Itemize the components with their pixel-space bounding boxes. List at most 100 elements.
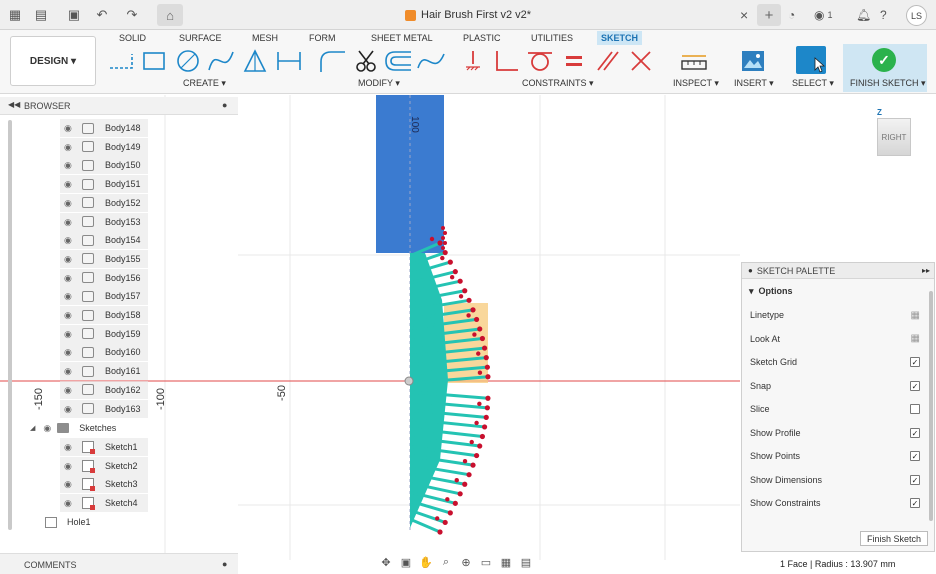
sketch-canvas[interactable] [0, 95, 936, 574]
tab-surface[interactable]: SURFACE [179, 33, 222, 43]
visibility-eye-icon[interactable]: ◉ [64, 253, 72, 264]
new-tab-button[interactable]: + [757, 4, 781, 26]
circle-tool-icon[interactable] [174, 48, 202, 74]
dimension-label[interactable]: 100 [408, 116, 420, 133]
tangent-constraint-icon[interactable] [526, 48, 554, 74]
browser-body-row[interactable]: ◉ Body158 [60, 306, 148, 324]
visibility-eye-icon[interactable]: ◉ [64, 123, 72, 133]
tab-plastic[interactable]: PLASTIC [463, 33, 501, 43]
browser-body-row[interactable]: ◉ Body150 [60, 156, 148, 175]
visibility-eye-icon[interactable]: ◉ [64, 384, 72, 395]
app-grid-icon[interactable]: ▦ [8, 7, 22, 22]
select-group-label[interactable]: SELECT ▾ [792, 78, 834, 88]
tab-solid[interactable]: SOLID [119, 33, 147, 43]
visibility-eye-icon[interactable]: ◉ [64, 442, 72, 452]
browser-sketch-row[interactable]: ◉ Sketch1 [60, 438, 148, 456]
browser-panel-header[interactable]: ◀◀ BROWSER ● [0, 97, 238, 115]
look-at-icon[interactable]: ▣ [400, 556, 412, 569]
tab-sketch[interactable]: SKETCH [597, 31, 643, 45]
undo-icon[interactable]: ↶ [96, 7, 108, 22]
tab-mesh[interactable]: MESH [252, 33, 279, 43]
visibility-eye-icon[interactable]: ◉ [64, 216, 72, 227]
user-avatar[interactable]: LS [906, 5, 927, 26]
option-checkbox[interactable]: ✓ [910, 357, 920, 367]
measure-tool-icon[interactable] [679, 48, 709, 74]
visibility-eye-icon[interactable]: ◉ [64, 291, 72, 302]
browser-scrollbar[interactable] [8, 120, 12, 530]
visibility-eye-icon[interactable]: ◉ [64, 160, 72, 171]
extension-icon[interactable]: ◔ [788, 8, 796, 22]
browser-body-row[interactable]: ◉ Body155 [60, 249, 148, 268]
palette-option-row[interactable]: Snap ✓ [750, 378, 920, 394]
finish-sketch-label[interactable]: FINISH SKETCH ▾ [850, 78, 926, 88]
visibility-eye-icon[interactable]: ◉ [64, 310, 72, 320]
canvas-viewport[interactable]: -150 -100 -50 100 Z RIGHT [0, 95, 936, 574]
palette-finish-sketch-button[interactable]: Finish Sketch [860, 531, 928, 546]
palette-option-row[interactable]: Show Points ✓ [750, 448, 920, 464]
browser-body-row[interactable]: ◉ Body154 [60, 231, 148, 250]
visibility-eye-icon[interactable]: ◉ [64, 141, 72, 152]
insert-group-label[interactable]: INSERT ▾ [734, 78, 774, 88]
option-checkbox[interactable]: ✓ [910, 451, 920, 461]
browser-body-row[interactable]: ◉ Body156 [60, 268, 148, 287]
viewports-icon[interactable]: ▤ [520, 556, 532, 569]
close-tab-icon[interactable]: × [740, 7, 749, 23]
browser-body-row[interactable]: ◉ Body159 [60, 324, 148, 343]
browser-body-row[interactable]: ◉ Body160 [60, 343, 148, 362]
fix-constraint-icon[interactable] [462, 48, 484, 74]
visibility-eye-icon[interactable]: ◉ [64, 347, 72, 358]
display-settings-icon[interactable]: ▭ [480, 556, 492, 569]
offset-tool-icon[interactable] [383, 48, 413, 74]
polygon-tool-icon[interactable] [242, 48, 268, 74]
option-control-icon[interactable]: ▦ [910, 309, 920, 321]
option-checkbox[interactable]: ✓ [910, 498, 920, 508]
tab-form[interactable]: FORM [309, 33, 336, 43]
browser-body-row[interactable]: ◉ Body152 [60, 193, 148, 212]
browser-body-row[interactable]: ◉ Body153 [60, 212, 148, 231]
collapse-arrow-icon[interactable]: ◢ [30, 425, 36, 432]
finish-sketch-check-icon[interactable]: ✓ [872, 48, 896, 72]
palette-option-row[interactable]: Sketch Grid ✓ [750, 354, 920, 370]
grid-settings-icon[interactable]: ▦ [500, 556, 512, 569]
palette-option-row[interactable]: Show Dimensions ✓ [750, 472, 920, 488]
pan-icon[interactable]: ✋ [419, 556, 433, 569]
palette-option-row[interactable]: Show Profile ✓ [750, 425, 920, 441]
option-checkbox[interactable]: ✓ [910, 427, 920, 438]
select-tool-icon[interactable] [796, 46, 826, 74]
create-group-label[interactable]: CREATE ▾ [183, 78, 226, 88]
inspect-group-label[interactable]: INSPECT ▾ [673, 78, 719, 88]
browser-body-row[interactable]: ◉ Body149 [60, 137, 148, 156]
visibility-eye-icon[interactable]: ◉ [43, 422, 52, 433]
visibility-eye-icon[interactable]: ◉ [64, 235, 72, 246]
browser-body-row[interactable]: ◉ Body163 [60, 399, 148, 418]
palette-option-row[interactable]: Linetype ▦ [750, 307, 920, 323]
palette-option-row[interactable]: Look At ▦ [750, 331, 920, 347]
options-section-header[interactable]: ▾ Options [749, 286, 793, 297]
option-checkbox[interactable] [910, 404, 920, 414]
sketch-scale-tool-icon[interactable] [416, 48, 446, 74]
palette-scrollbar[interactable] [929, 291, 933, 521]
visibility-eye-icon[interactable]: ◉ [64, 272, 72, 283]
zoom-icon[interactable]: ⌕ [442, 555, 450, 568]
visibility-eye-icon[interactable]: ◉ [64, 366, 72, 377]
browser-sketch-row[interactable]: ◉ Sketch2 [60, 456, 148, 475]
visibility-eye-icon[interactable]: ◉ [64, 179, 72, 190]
browser-body-row[interactable]: ◉ Body161 [60, 362, 148, 381]
dimension-tool-icon[interactable] [274, 48, 304, 74]
option-checkbox[interactable]: ✓ [910, 474, 920, 485]
help-icon[interactable]: ? [880, 8, 887, 22]
visibility-eye-icon[interactable]: ◉ [64, 498, 72, 509]
browser-sketch-row[interactable]: ◉ Sketch4 [60, 494, 148, 513]
visibility-eye-icon[interactable]: ◉ [64, 197, 72, 208]
browser-collapse-icon[interactable]: ◀◀ [8, 100, 21, 109]
redo-icon[interactable]: ↷ [126, 7, 138, 22]
visibility-eye-icon[interactable]: ◉ [64, 328, 72, 339]
comments-panel[interactable]: COMMENTS ● [0, 553, 238, 574]
home-icon[interactable]: ⌂ [157, 4, 183, 26]
workspace-design-button[interactable]: DESIGN ▾ [10, 36, 96, 86]
visibility-eye-icon[interactable]: ◉ [64, 479, 72, 490]
file-menu-icon[interactable]: ▤ [34, 7, 48, 22]
comments-pin-icon[interactable]: ● [222, 559, 228, 569]
document-tab[interactable]: Hair Brush First v2 v2* [405, 9, 531, 21]
line-tool-icon[interactable] [106, 48, 136, 74]
